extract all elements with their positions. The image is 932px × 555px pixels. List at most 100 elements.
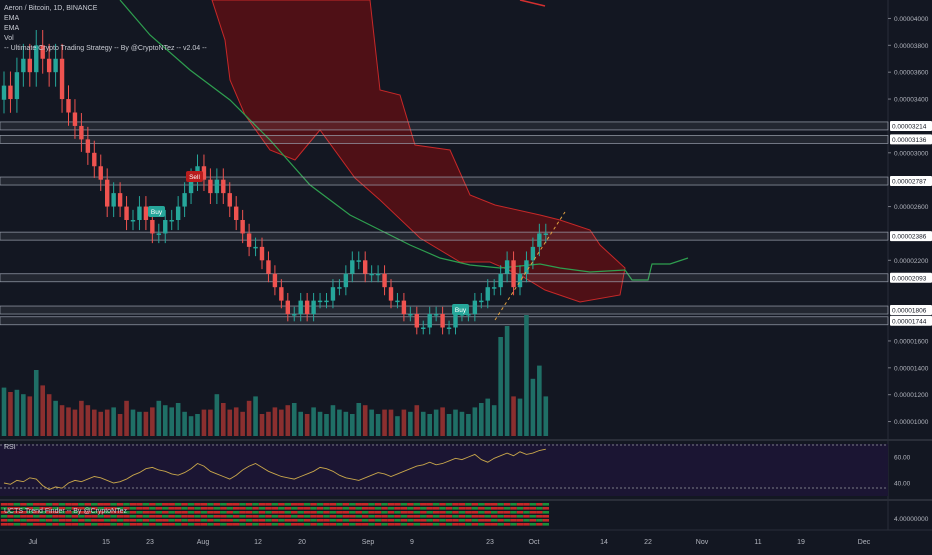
trend-cell	[420, 515, 427, 518]
trend-cell	[303, 511, 311, 514]
trend-cell	[407, 519, 414, 522]
trend-cell	[220, 515, 227, 518]
candle	[163, 220, 168, 234]
ema-line	[119, 0, 689, 281]
candle	[143, 206, 149, 220]
volume-bar	[388, 409, 394, 436]
volume-bar	[150, 407, 155, 436]
volume-bar	[143, 411, 149, 436]
trend-cell	[213, 503, 221, 506]
candle	[324, 300, 329, 303]
trend-cell	[181, 507, 188, 510]
trend-cell	[136, 507, 143, 510]
candle	[453, 314, 458, 328]
trend-tick-label: 4.00000000	[894, 516, 929, 523]
indicator-strategy[interactable]: -- Ultimate Crypto Trading Strategy -- B…	[4, 45, 207, 52]
trend-cell	[400, 503, 408, 506]
time-tick-label: 9	[410, 539, 414, 546]
trend-cell	[200, 515, 208, 518]
volume-bar	[14, 389, 20, 436]
trend-cell	[129, 511, 137, 514]
trend-cell	[510, 507, 517, 510]
symbol-title[interactable]: Aeron / Bitcoin, 1D, BINANCE	[4, 5, 98, 12]
trend-cell	[194, 511, 201, 514]
trend-cell	[394, 515, 401, 518]
trend-cell	[529, 507, 537, 510]
trend-cell	[278, 523, 285, 526]
candle	[246, 233, 252, 247]
trend-cell	[420, 519, 427, 522]
trend-cell	[342, 519, 350, 522]
trend-cell	[26, 523, 33, 526]
indicator-ema-2[interactable]: EMA	[4, 25, 20, 32]
trend-cell	[497, 515, 504, 518]
volume-bar	[259, 414, 265, 436]
level-label-box	[890, 305, 932, 316]
trend-cell	[523, 523, 530, 526]
trend-cell	[116, 511, 124, 514]
trend-cell	[284, 503, 291, 506]
candle	[479, 300, 484, 303]
trend-cell	[104, 515, 111, 518]
volume-bar	[511, 396, 516, 436]
price-tick-label: 0.00002600	[894, 204, 929, 211]
trend-cell	[213, 507, 221, 510]
trend-cell	[497, 507, 504, 510]
trend-cell	[465, 519, 472, 522]
time-tick-label: Nov	[696, 539, 709, 546]
trend-cell	[491, 519, 498, 522]
trend-cell	[284, 507, 291, 510]
trend-cell	[142, 523, 150, 526]
trend-cell	[497, 511, 504, 514]
trend-cell	[233, 515, 240, 518]
trend-cell	[0, 515, 8, 518]
trend-cell	[420, 511, 427, 514]
trend-cell	[420, 503, 427, 506]
trend-cell	[362, 515, 369, 518]
candle	[130, 220, 136, 222]
trend-cell	[381, 507, 388, 510]
volume-bar	[440, 407, 445, 436]
trend-cell	[355, 507, 362, 510]
trend-cell	[542, 515, 549, 518]
trend-cell	[542, 507, 549, 510]
candle	[8, 85, 13, 100]
trend-cell	[97, 519, 104, 522]
trend-cell	[45, 507, 53, 510]
candle	[292, 314, 297, 316]
indicator-ema-1[interactable]: EMA	[4, 15, 20, 22]
volume-bar	[156, 400, 162, 436]
trend-finder-label[interactable]: UCTS Trend Finder -- By @CryptoNTez	[4, 508, 128, 515]
trend-cell	[123, 507, 130, 510]
trend-cell	[291, 523, 298, 526]
price-tick-label: 0.00001600	[894, 338, 929, 345]
rsi-label[interactable]: RSI	[4, 444, 16, 451]
volume-bar	[175, 403, 181, 436]
trend-cell	[310, 523, 317, 526]
trend-cell	[336, 515, 343, 518]
trend-cell	[226, 503, 233, 506]
indicator-vol[interactable]: Vol	[4, 35, 14, 42]
trend-cell	[516, 515, 524, 518]
trend-cell	[284, 519, 291, 522]
trend-cell	[471, 507, 479, 510]
trend-cell	[465, 515, 472, 518]
trend-cell	[168, 511, 175, 514]
trend-cell	[329, 519, 337, 522]
trend-cell	[39, 507, 46, 510]
trend-cell	[58, 503, 66, 506]
trend-cell	[394, 523, 401, 526]
trend-cell	[13, 519, 21, 522]
trend-cell	[52, 511, 59, 514]
volume-bar	[414, 405, 420, 436]
trend-cell	[284, 511, 291, 514]
trend-cell	[220, 523, 227, 526]
trend-cell	[278, 511, 285, 514]
trend-cell	[355, 503, 362, 506]
trend-cell	[65, 519, 72, 522]
trend-cell	[168, 503, 175, 506]
trend-cell	[426, 511, 433, 514]
trend-cell	[426, 523, 433, 526]
